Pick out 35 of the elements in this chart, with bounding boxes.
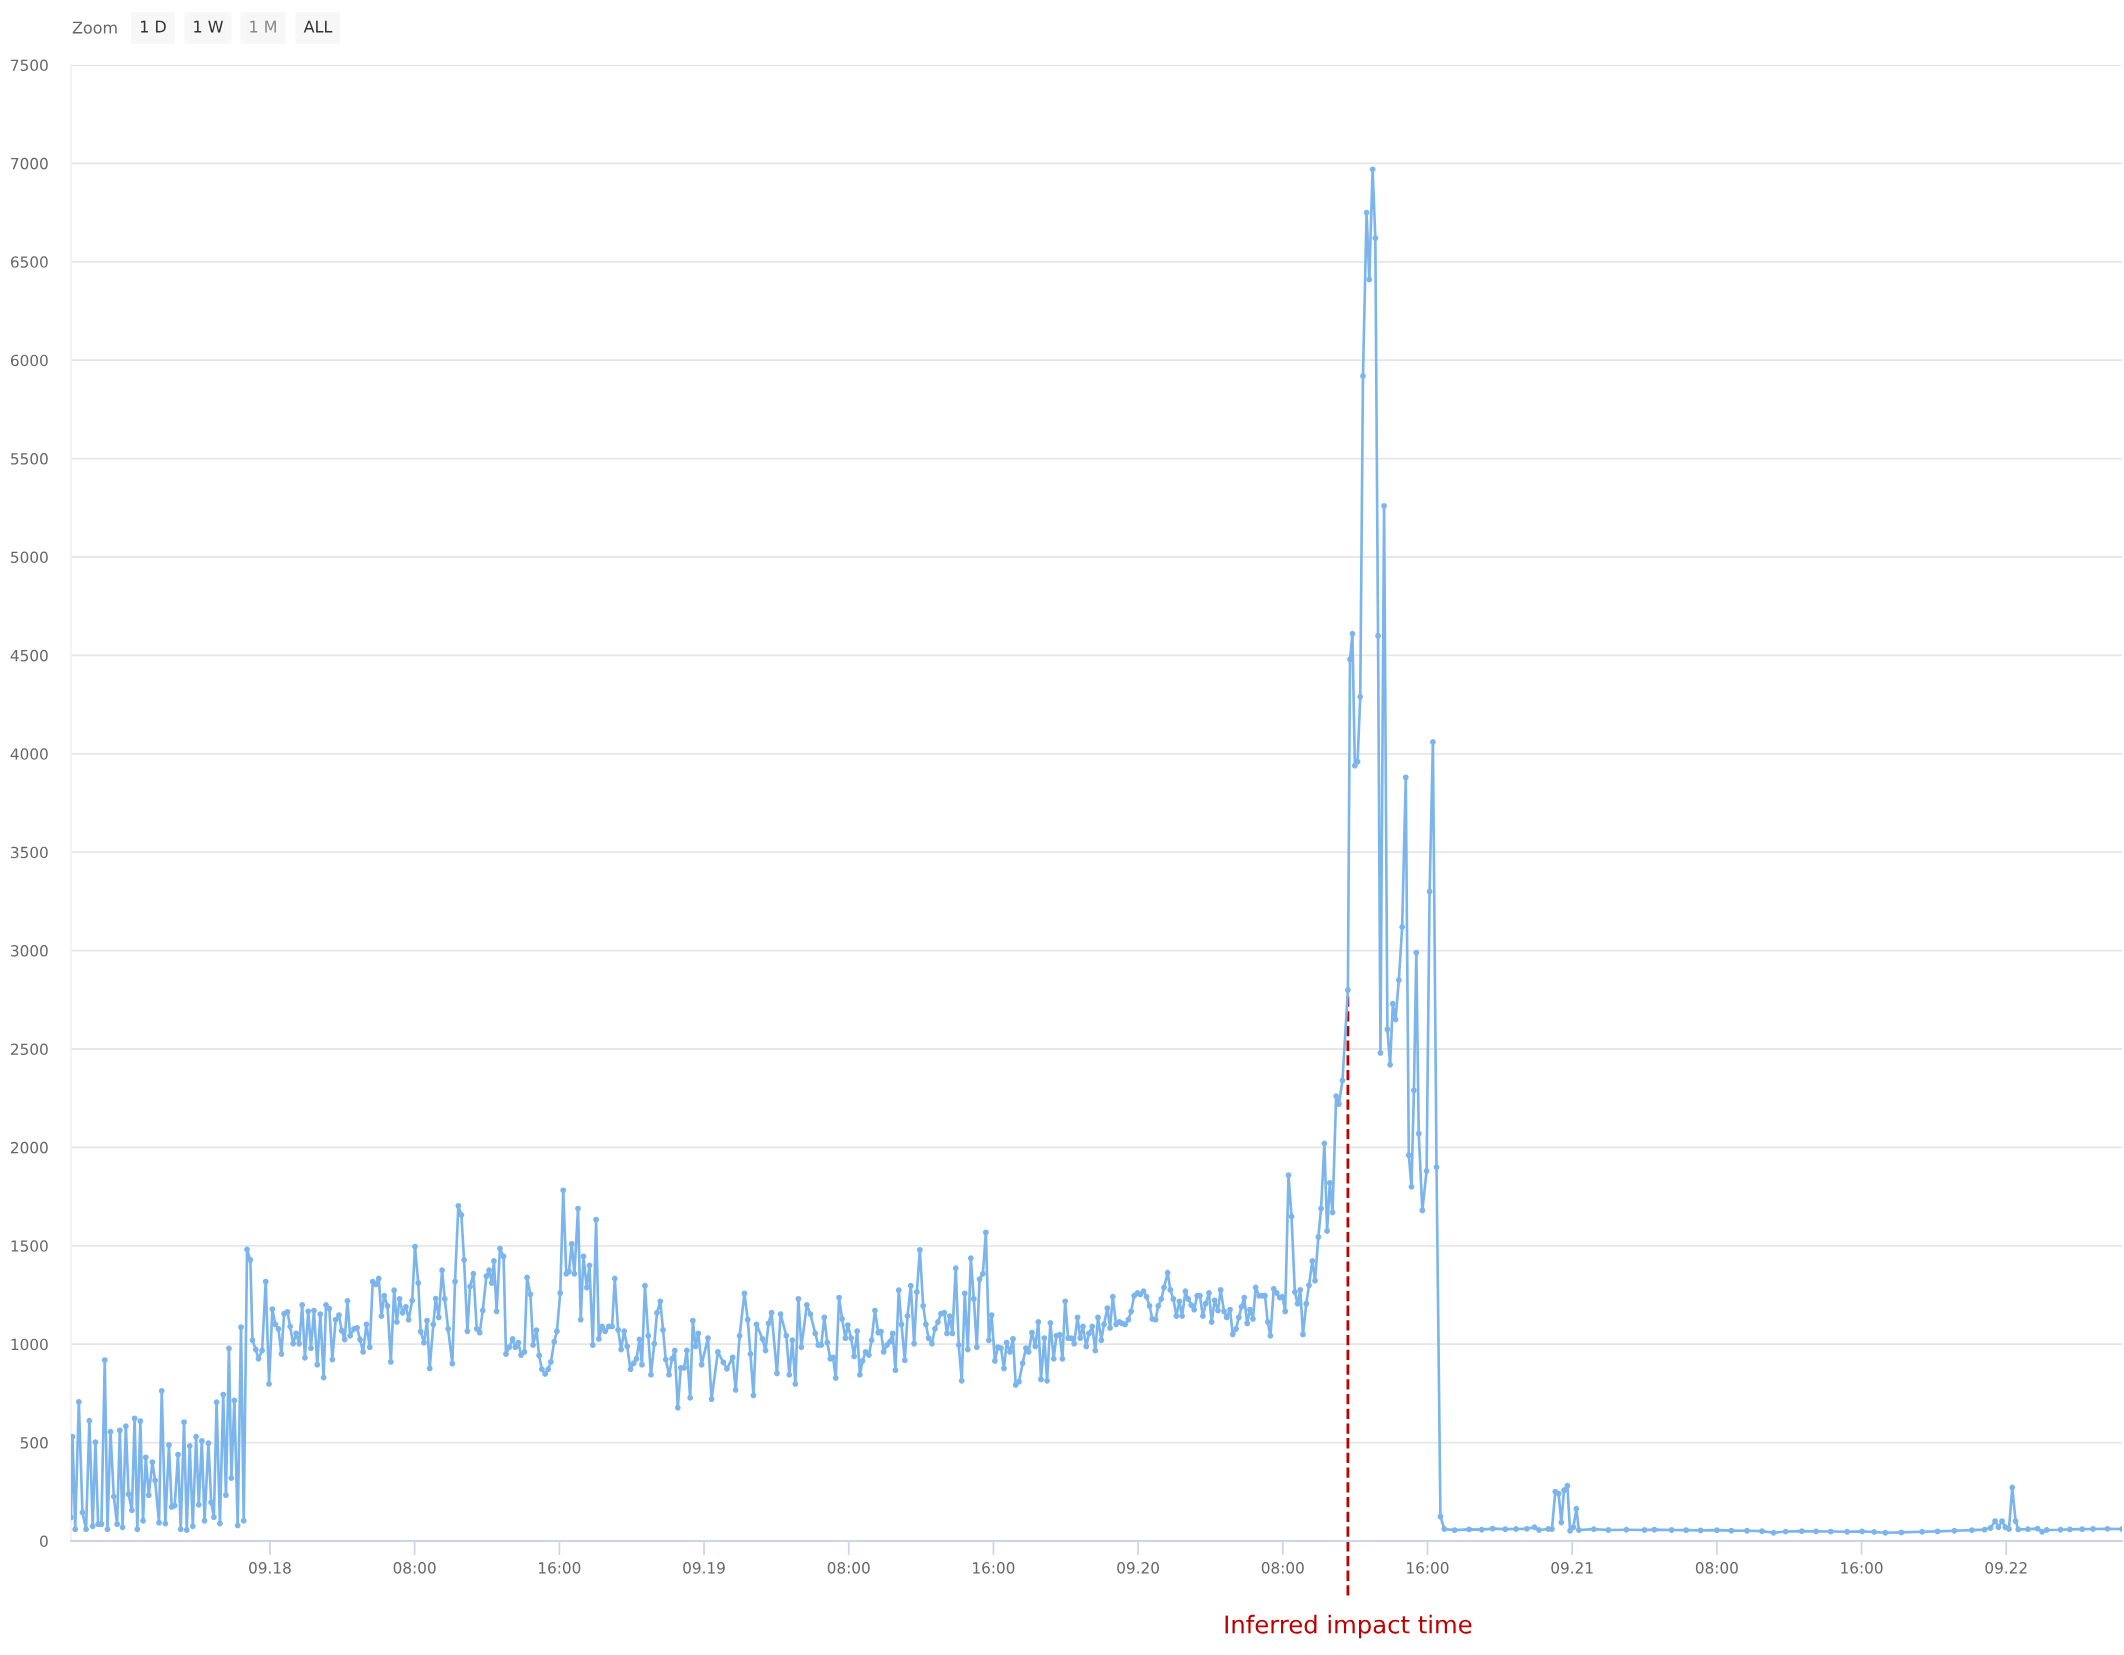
x-tick-label: 08:00 bbox=[393, 1562, 436, 1574]
y-tick-label: 6000 bbox=[10, 354, 48, 367]
y-tick-label: 4500 bbox=[10, 649, 48, 662]
x-tick-label: 08:00 bbox=[1695, 1562, 1738, 1574]
x-tick-label: 09.21 bbox=[1551, 1562, 1593, 1574]
text: Zoom bbox=[72, 21, 117, 34]
text: 1 W bbox=[194, 20, 223, 33]
x-tick-label: 09.22 bbox=[1985, 1562, 2027, 1574]
x-tick-label: 16:00 bbox=[1841, 1562, 1883, 1574]
x-tick-label: 08:00 bbox=[827, 1562, 870, 1574]
y-tick-label: 6500 bbox=[10, 256, 48, 268]
text: 1 M bbox=[250, 20, 276, 33]
text: ALL bbox=[303, 20, 333, 33]
x-tick-label: 16:00 bbox=[973, 1562, 1015, 1574]
x-tick-label: 09.19 bbox=[683, 1562, 725, 1574]
y-tick-label: 0 bbox=[40, 1535, 48, 1548]
x-tick-label: 09.18 bbox=[249, 1562, 291, 1574]
y-tick-label: 2500 bbox=[11, 1043, 48, 1056]
y-tick-label: 1000 bbox=[11, 1338, 48, 1351]
x-tick-label: 16:00 bbox=[1407, 1562, 1449, 1574]
text: 1 D bbox=[140, 20, 166, 33]
y-tick-label: 7000 bbox=[11, 157, 48, 170]
y-tick-label: 2000 bbox=[11, 1141, 48, 1154]
y-tick-label: 5000 bbox=[11, 551, 48, 564]
y-tick-label: 3000 bbox=[11, 945, 48, 957]
x-tick-label: 08:00 bbox=[1261, 1562, 1304, 1574]
x-tick-label: 09.20 bbox=[1117, 1562, 1159, 1574]
y-tick-label: 1500 bbox=[11, 1240, 48, 1252]
x-tick-label: 16:00 bbox=[539, 1562, 581, 1574]
y-tick-label: 7500 bbox=[11, 59, 48, 72]
y-tick-label: 3500 bbox=[11, 846, 48, 859]
ref-line-label: Inferred impact time bbox=[1225, 1614, 1472, 1639]
y-tick-label: 500 bbox=[20, 1437, 48, 1449]
y-tick-label: 4000 bbox=[10, 748, 48, 760]
y-tick-label: 5500 bbox=[11, 453, 48, 465]
